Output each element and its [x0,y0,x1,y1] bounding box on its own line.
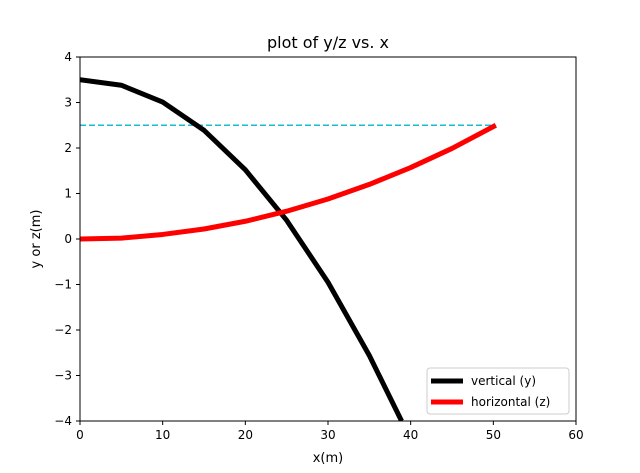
y-tick-label: 0 [64,232,72,246]
x-tick-label: 50 [486,428,501,442]
y-tick-label: 2 [64,141,72,155]
x-tick-label: 0 [76,428,84,442]
plot-frame [79,56,577,422]
y-tick-label: −1 [54,278,72,292]
x-tick-label: 20 [238,428,253,442]
y-tick-label: 3 [64,96,72,110]
plot-area [80,77,497,421]
series-line-1 [80,123,497,242]
x-tick-label: 40 [403,428,418,442]
y-tick-label: −3 [54,369,72,383]
legend-label-1: horizontal (z) [471,395,550,409]
y-tick-label: 4 [64,50,72,64]
y-tick-label: 1 [64,187,72,201]
axis-ticks: 0 10 20 30 40 50 60 −4 −3 −2 −1 0 1 2 3 4 [54,50,583,442]
legend-label-0: vertical (y) [471,374,536,388]
x-axis-label: x(m) [313,451,344,466]
x-tick-label: 30 [320,428,335,442]
legend: vertical (y) horizontal (z) [426,367,570,415]
y-tick-label: −4 [54,414,72,428]
y-axis-label: y or z(m) [29,210,44,269]
chart-title: plot of y/z vs. x [267,33,389,52]
x-tick-label: 10 [155,428,170,442]
x-tick-label: 60 [568,428,583,442]
y-tick-label: −2 [54,323,72,337]
series-line-0 [80,77,404,421]
